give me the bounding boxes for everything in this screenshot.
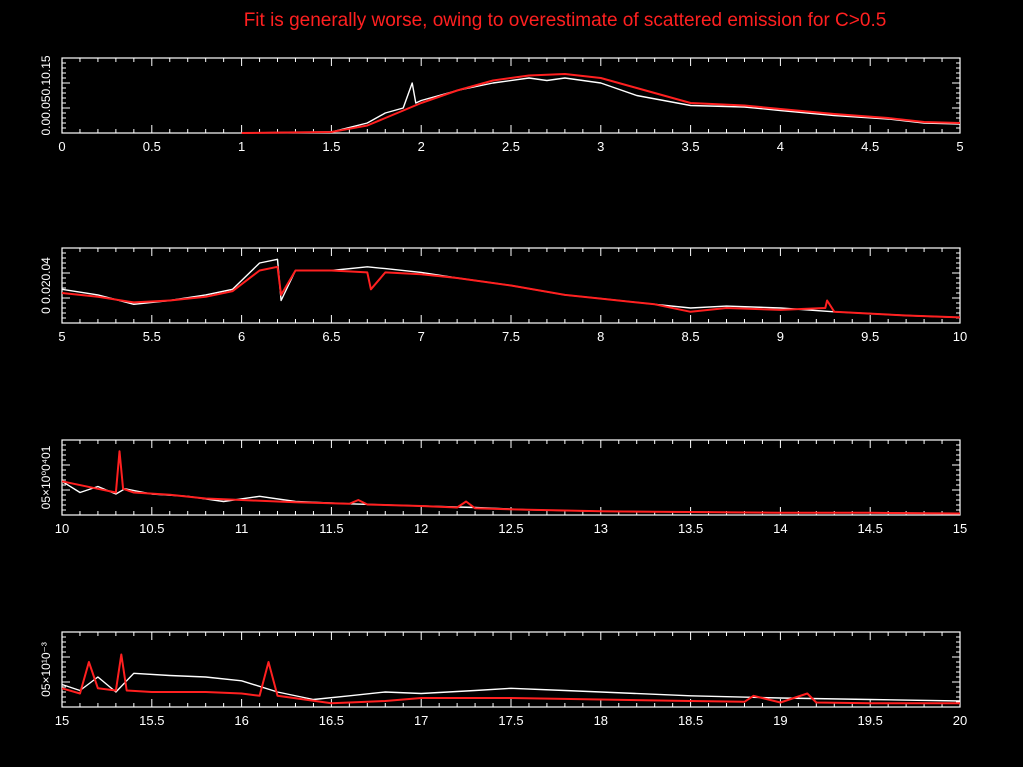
plot-frame-4 xyxy=(61,631,961,708)
x-tick-label: 13 xyxy=(594,521,608,536)
x-tick-label: 16.5 xyxy=(319,713,344,728)
x-tick-label: 7.5 xyxy=(502,329,520,344)
x-tick-label: 3 xyxy=(597,139,604,154)
x-tick-label: 16 xyxy=(234,713,248,728)
x-tick-label: 0 xyxy=(58,139,65,154)
x-tick-label: 15 xyxy=(953,521,967,536)
x-tick-label: 10.5 xyxy=(139,521,164,536)
x-tick-label: 15 xyxy=(55,713,69,728)
x-tick-label: 18.5 xyxy=(678,713,703,728)
x-tick-label: 17.5 xyxy=(498,713,523,728)
data-line-2 xyxy=(61,258,961,319)
x-tick-label: 6.5 xyxy=(322,329,340,344)
x-tick-label: 12.5 xyxy=(498,521,523,536)
x-tick-label: 20 xyxy=(953,713,967,728)
x-tick-label: 4 xyxy=(777,139,784,154)
y-tick-labels: 0.00.050.10.15 xyxy=(39,55,53,135)
y-tick-labels: 05×10⁰0⁴01 xyxy=(39,445,53,509)
x-tick-label: 10 xyxy=(55,521,69,536)
x-tick-label: 15.5 xyxy=(139,713,164,728)
x-tick-label: 18 xyxy=(594,713,608,728)
model-line-2 xyxy=(61,265,961,319)
model-line-1 xyxy=(241,73,961,134)
x-tick-label: 1.5 xyxy=(322,139,340,154)
x-tick-label: 19 xyxy=(773,713,787,728)
x-tick-label: 3.5 xyxy=(682,139,700,154)
x-tick-label: 10 xyxy=(953,329,967,344)
x-tick-label: 14 xyxy=(773,521,787,536)
x-tick-label: 6 xyxy=(238,329,245,344)
x-tick-label: 11.5 xyxy=(319,521,343,536)
x-tick-label: 13.5 xyxy=(678,521,703,536)
x-tick-label: 14.5 xyxy=(858,521,883,536)
plot-frame-3 xyxy=(61,439,961,516)
x-tick-label: 2 xyxy=(418,139,425,154)
x-tick-label: 17 xyxy=(414,713,428,728)
y-tick-labels: 0 0.020.04 xyxy=(39,257,53,314)
x-tick-label: 11 xyxy=(235,521,249,536)
data-line-4 xyxy=(61,672,961,702)
x-tick-label: 2.5 xyxy=(502,139,520,154)
plot-frame-1 xyxy=(61,57,961,134)
x-tick-label: 5.5 xyxy=(143,329,161,344)
x-tick-label: 8 xyxy=(597,329,604,344)
x-tick-label: 7 xyxy=(418,329,425,344)
y-tick-labels: 05×10¹0⁻³ xyxy=(39,642,53,697)
x-tick-label: 5 xyxy=(58,329,65,344)
data-line-1 xyxy=(241,77,961,134)
x-tick-label: 5 xyxy=(956,139,963,154)
x-tick-label: 8.5 xyxy=(682,329,700,344)
model-line-3 xyxy=(61,450,961,515)
chart-title: Fit is generally worse, owing to overest… xyxy=(243,10,887,31)
x-tick-label: 1 xyxy=(238,139,245,154)
x-tick-label: 9.5 xyxy=(861,329,879,344)
x-tick-label: 19.5 xyxy=(858,713,883,728)
x-tick-label: 4.5 xyxy=(861,139,879,154)
x-tick-label: 9 xyxy=(777,329,784,344)
model-line-4 xyxy=(61,653,960,705)
x-tick-label: 12 xyxy=(414,521,428,536)
x-tick-label: 0.5 xyxy=(143,139,161,154)
